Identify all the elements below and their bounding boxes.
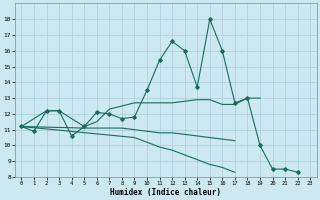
X-axis label: Humidex (Indice chaleur): Humidex (Indice chaleur) — [110, 188, 221, 197]
